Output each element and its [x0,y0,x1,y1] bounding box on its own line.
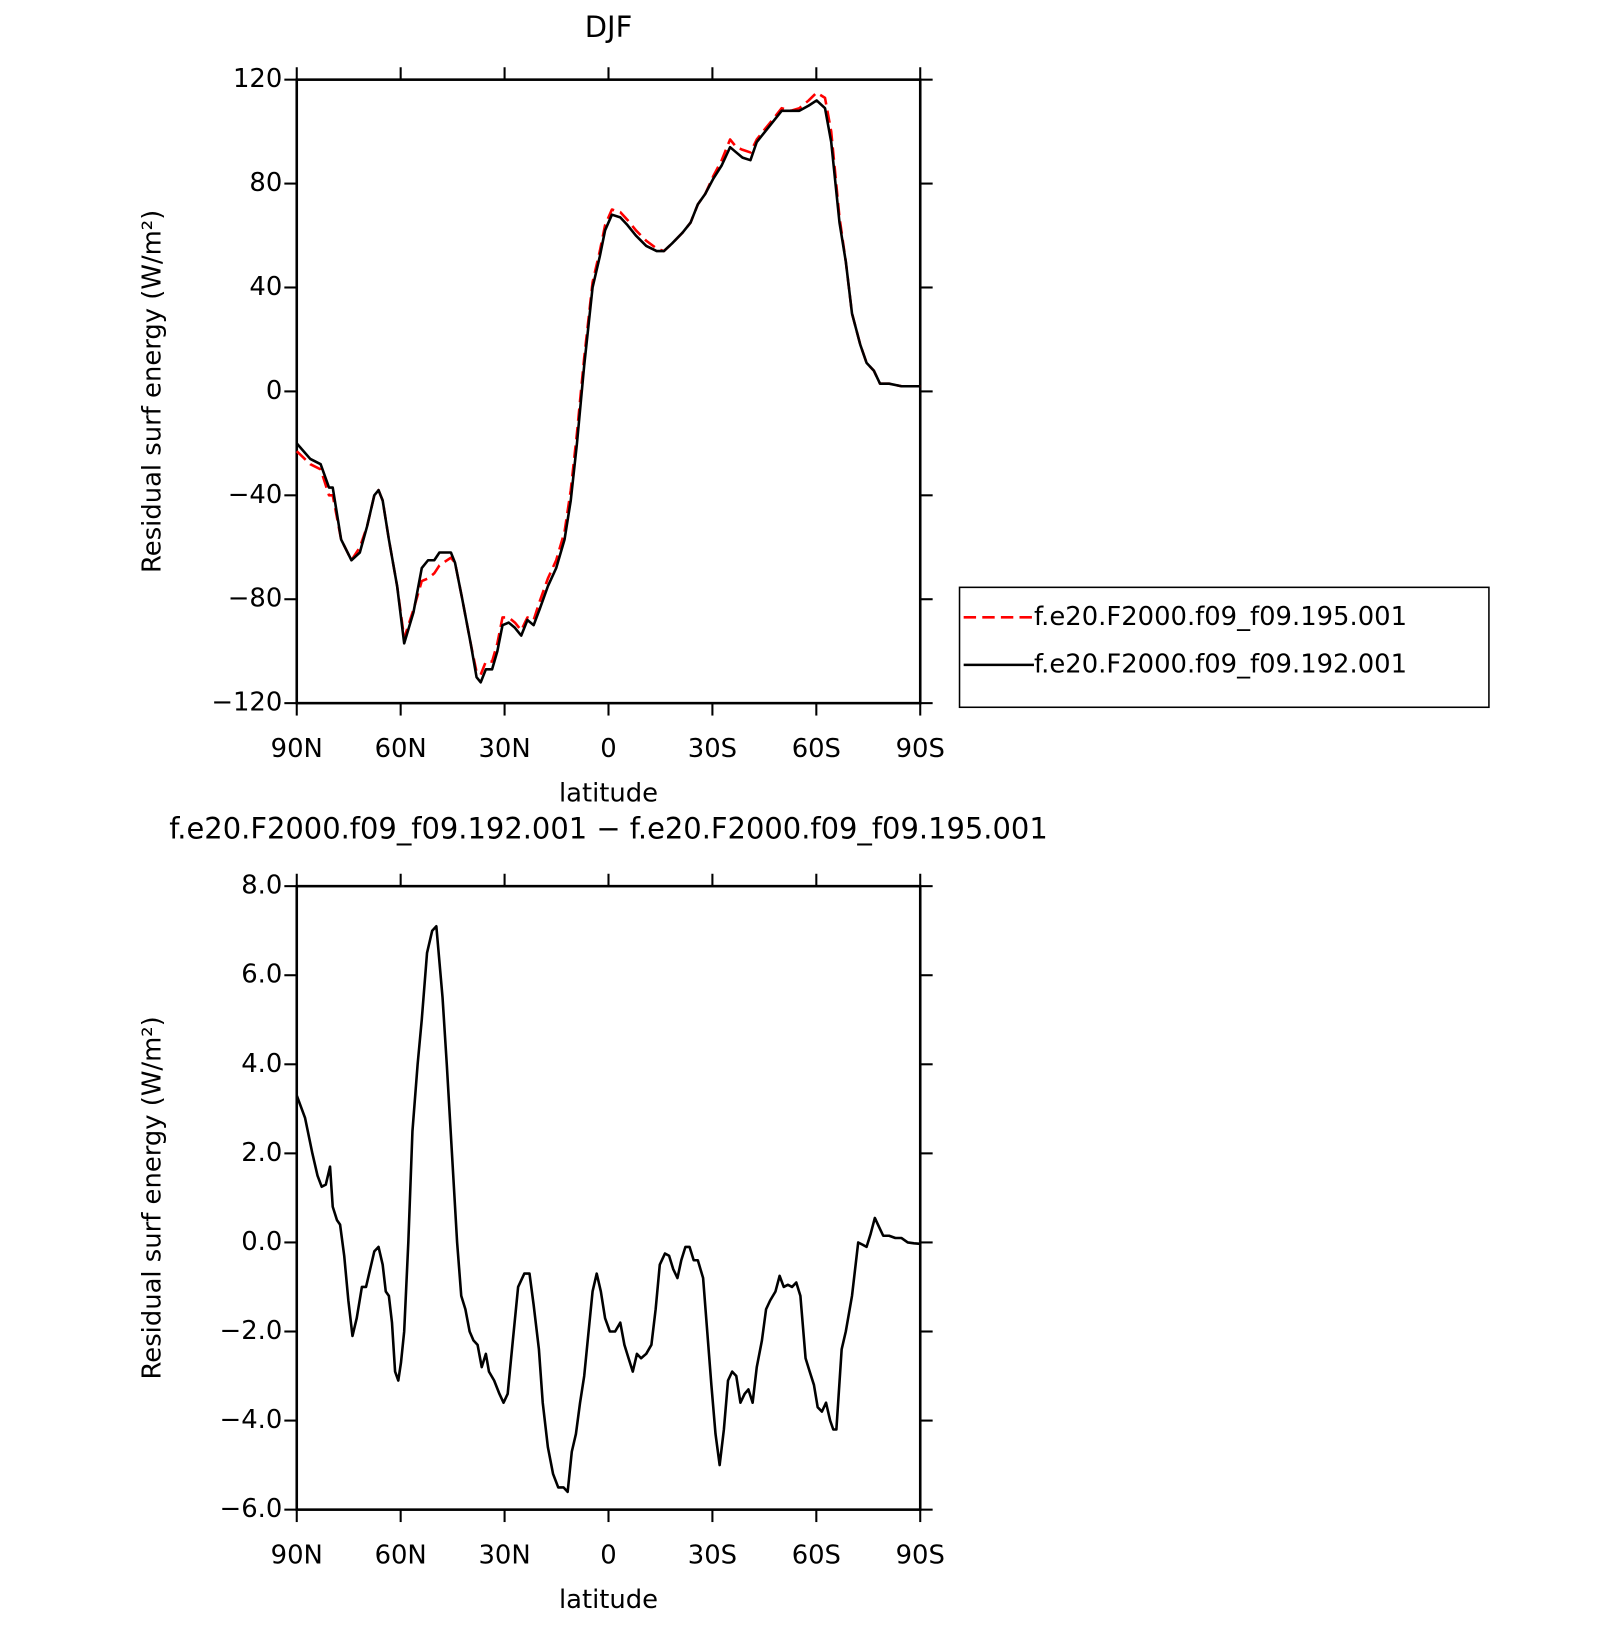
legend-label: f.e20.F2000.f09_f09.192.001 [1034,649,1407,679]
plot-frame [295,78,922,705]
chart-title: f.e20.F2000.f09_f09.192.001 − f.e20.F200… [169,811,1048,845]
x-tick-label: 90S [896,734,945,764]
x-tick-label: 60S [792,734,841,764]
x-tick-label: 30S [688,734,737,764]
data-line [295,99,921,684]
data-line [295,924,921,1494]
y-tick-label: 80 [249,168,282,198]
x-axis-label: latitude [559,779,658,809]
x-tick-label: 60N [375,1541,427,1571]
y-tick-label: 6.0 [241,960,282,990]
x-tick-label: 60S [792,1541,841,1571]
plot-frame [295,884,922,1511]
y-tick-label: 8.0 [241,871,282,901]
x-tick-label: 30N [478,734,530,764]
y-tick-label: −6.0 [220,1494,283,1524]
y-tick-label: 0 [266,376,282,406]
y-axis-label: Residual surf energy (W/m²) [138,210,168,573]
y-tick-label: −40 [228,480,283,510]
x-axis-label: latitude [559,1585,658,1615]
chart-title: DJF [585,10,632,44]
y-tick-label: 40 [249,272,282,302]
y-tick-label: 120 [233,64,282,94]
y-tick-label: −2.0 [220,1316,283,1346]
y-tick-label: 4.0 [241,1049,282,1079]
x-tick-label: 0 [600,734,616,764]
y-axis-label: Residual surf energy (W/m²) [138,1016,168,1379]
x-tick-label: 30S [688,1541,737,1571]
legend-box [958,586,1490,709]
legend-label: f.e20.F2000.f09_f09.195.001 [1034,602,1407,632]
y-tick-label: 0.0 [241,1227,282,1257]
x-tick-label: 90N [271,1541,323,1571]
y-tick-label: −80 [228,584,283,614]
y-tick-label: −120 [211,688,282,718]
y-tick-label: −4.0 [220,1405,283,1435]
x-tick-label: 30N [478,1541,530,1571]
y-tick-label: 2.0 [241,1138,282,1168]
x-tick-label: 0 [600,1541,616,1571]
data-line [295,91,921,676]
x-tick-label: 90N [271,734,323,764]
x-tick-label: 90S [896,1541,945,1571]
x-tick-label: 60N [375,734,427,764]
